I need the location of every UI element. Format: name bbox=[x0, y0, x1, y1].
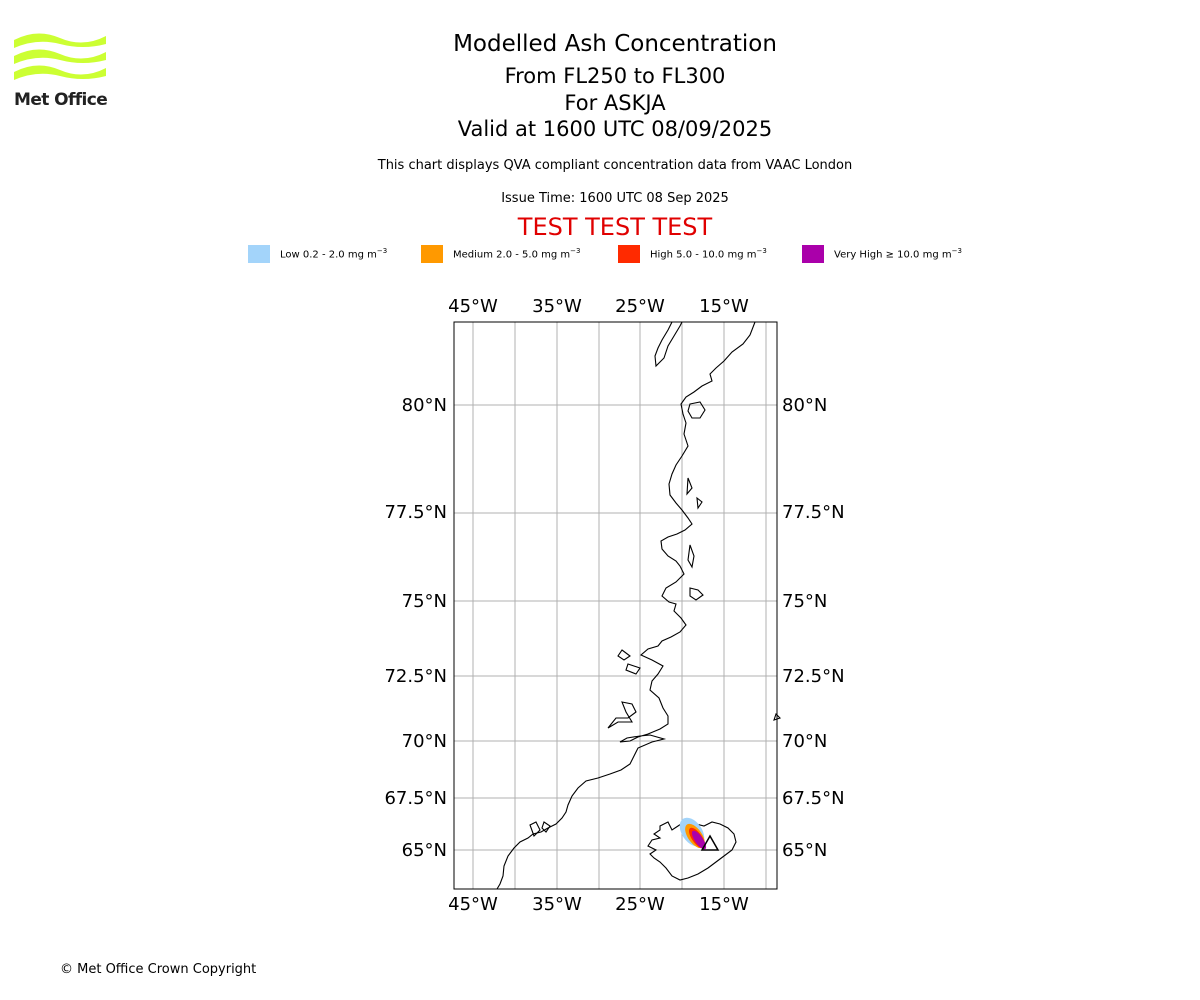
lat-label-right: 75°N bbox=[782, 591, 827, 612]
lon-label-bottom: 35°W bbox=[532, 894, 582, 915]
gridlines bbox=[454, 322, 777, 889]
lat-label-left: 80°N bbox=[402, 395, 447, 416]
lat-label-left: 75°N bbox=[402, 591, 447, 612]
lat-label-left: 70°N bbox=[402, 731, 447, 752]
lon-label-bottom: 25°W bbox=[615, 894, 665, 915]
legend-label-very-high: Very High ≥ 10.0 mg m−3 bbox=[834, 247, 962, 261]
legend-item-high: High 5.0 - 10.0 mg m−3 bbox=[618, 244, 767, 264]
legend-label-medium: Medium 2.0 - 5.0 mg m−3 bbox=[453, 247, 581, 261]
coastline-greenland bbox=[496, 321, 782, 890]
lon-label-top: 25°W bbox=[615, 296, 665, 317]
test-banner: TEST TEST TEST bbox=[517, 213, 713, 241]
lat-label-right: 80°N bbox=[782, 395, 827, 416]
legend-swatch-low bbox=[248, 245, 270, 263]
volcano-marker-icon bbox=[700, 834, 720, 851]
lon-label-top: 45°W bbox=[448, 296, 498, 317]
met-office-logo bbox=[14, 33, 106, 80]
lat-label-right: 67.5°N bbox=[782, 788, 845, 809]
volcano-name: For ASKJA bbox=[564, 91, 666, 115]
chart-description: This chart displays QVA compliant concen… bbox=[377, 158, 853, 173]
legend-swatch-medium bbox=[421, 245, 443, 263]
legend-label-high: High 5.0 - 10.0 mg m−3 bbox=[650, 247, 767, 261]
lat-label-right: 77.5°N bbox=[782, 502, 845, 523]
lat-label-left: 67.5°N bbox=[384, 788, 447, 809]
legend-label-low: Low 0.2 - 2.0 mg m−3 bbox=[280, 247, 388, 261]
issue-time: Issue Time: 1600 UTC 08 Sep 2025 bbox=[501, 191, 729, 206]
lat-label-right: 70°N bbox=[782, 731, 827, 752]
ash-plume bbox=[679, 817, 707, 850]
valid-time: Valid at 1600 UTC 08/09/2025 bbox=[457, 117, 773, 141]
lat-label-left: 65°N bbox=[402, 840, 447, 861]
lon-label-top: 35°W bbox=[532, 296, 582, 317]
legend-item-very-high: Very High ≥ 10.0 mg m−3 bbox=[802, 244, 962, 264]
lon-label-bottom: 15°W bbox=[699, 894, 749, 915]
legend-swatch-high bbox=[618, 245, 640, 263]
chart-title: Modelled Ash Concentration bbox=[453, 31, 777, 57]
copyright-notice: © Met Office Crown Copyright bbox=[60, 962, 257, 977]
legend-swatch-very-high bbox=[802, 245, 824, 263]
lat-label-right: 65°N bbox=[782, 840, 827, 861]
lat-label-left: 77.5°N bbox=[384, 502, 447, 523]
map-frame bbox=[453, 321, 778, 890]
logo-text: Met Office bbox=[14, 90, 108, 110]
lon-label-bottom: 45°W bbox=[448, 894, 498, 915]
legend-item-medium: Medium 2.0 - 5.0 mg m−3 bbox=[421, 244, 580, 264]
lon-label-top: 15°W bbox=[699, 296, 749, 317]
legend-item-low: Low 0.2 - 2.0 mg m−3 bbox=[248, 244, 387, 264]
lat-label-right: 72.5°N bbox=[782, 666, 845, 687]
flight-level-range: From FL250 to FL300 bbox=[504, 64, 726, 88]
lat-label-left: 72.5°N bbox=[384, 666, 447, 687]
